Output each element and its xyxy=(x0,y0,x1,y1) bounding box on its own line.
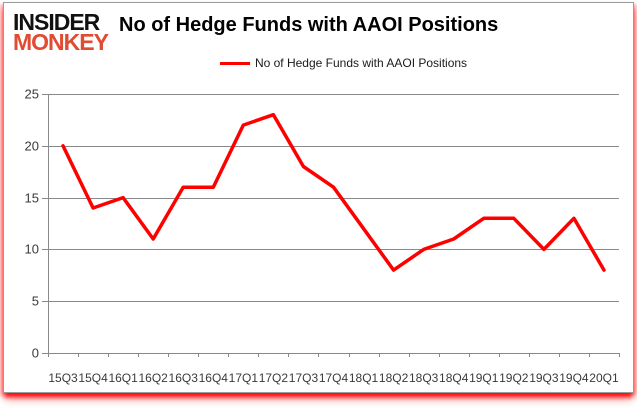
y-axis-label: 10 xyxy=(25,242,39,257)
x-axis-label: 17Q1 xyxy=(229,371,259,385)
x-axis-label: 18Q2 xyxy=(379,371,409,385)
legend-label: No of Hedge Funds with AAOI Positions xyxy=(254,56,468,70)
x-axis-label: 17Q2 xyxy=(259,371,289,385)
x-axis-label: 15Q4 xyxy=(78,371,108,385)
x-axis-label: 16Q3 xyxy=(169,371,199,385)
x-axis-label: 19Q2 xyxy=(499,371,529,385)
x-axis-label: 16Q1 xyxy=(108,371,138,385)
x-axis-label: 19Q1 xyxy=(469,371,499,385)
x-axis-label: 20Q1 xyxy=(589,371,619,385)
legend: No of Hedge Funds with AAOI Positions xyxy=(4,56,633,70)
y-axis-label: 20 xyxy=(25,139,39,154)
legend-line-swatch xyxy=(219,61,250,65)
y-axis-label: 25 xyxy=(25,87,39,102)
x-axis-label: 18Q4 xyxy=(439,371,469,385)
x-axis-label: 16Q4 xyxy=(199,371,229,385)
series-line xyxy=(61,112,606,272)
x-axis-label: 17Q3 xyxy=(289,371,319,385)
chart-title: No of Hedge Funds with AAOI Positions xyxy=(119,14,499,36)
x-axis-label: 17Q4 xyxy=(319,371,349,385)
x-axis-label: 19Q3 xyxy=(529,371,559,385)
x-axis-label: 19Q4 xyxy=(559,371,589,385)
insider-monkey-logo: INSIDER MONKEY xyxy=(13,9,109,55)
y-axis-label: 0 xyxy=(32,346,39,361)
logo-line2: MONKEY xyxy=(13,29,109,55)
x-axis-label: 15Q3 xyxy=(48,371,78,385)
x-axis-label: 18Q1 xyxy=(349,371,379,385)
y-axis-label: 5 xyxy=(32,294,39,309)
x-axis-label: 16Q2 xyxy=(139,371,169,385)
y-axis-label: 15 xyxy=(25,191,39,206)
chart-card: INSIDER MONKEY No of Hedge Funds with AA… xyxy=(3,2,634,393)
x-axis-label: 18Q3 xyxy=(409,371,439,385)
logo-line1: INSIDER xyxy=(13,9,100,35)
